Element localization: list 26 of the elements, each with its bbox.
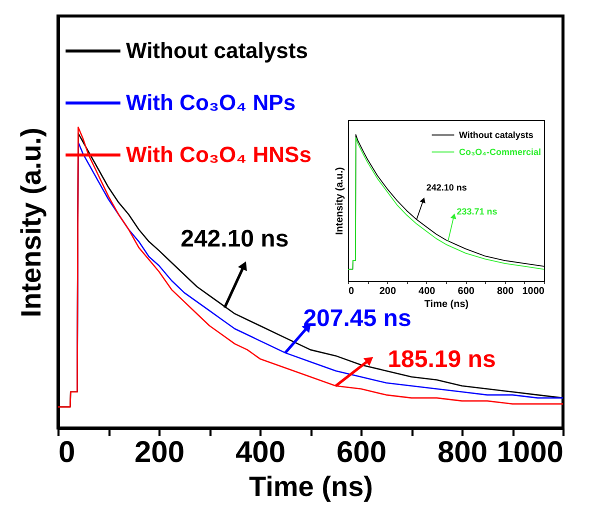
y-axis-title: Intensity (a.u.) [334,167,346,235]
x-tick-label: 1000 [522,286,545,297]
legend-label: With Co₃O₄ HNSs [126,142,312,167]
x-tick-label: 800 [437,436,488,469]
x-tick-label: 200 [379,286,396,297]
x-tick-label: 600 [458,286,475,297]
x-tick-label: 1000 [496,436,564,469]
annotation: 185.19 ns [388,346,496,373]
annotation: 242.10 ns [426,182,467,193]
x-tick-label: 0 [348,286,354,297]
x-tick-label: 400 [235,436,286,469]
legend-label: Without catalysts [126,38,308,63]
annotation: 207.45 ns [303,304,412,332]
x-tick-label: 200 [134,436,185,469]
annotation: 242.10 ns [180,226,289,253]
x-axis-title: Time (ns) [424,299,469,310]
annotation: 233.71 ns [456,206,498,216]
legend-label: Without catalysts [459,130,534,140]
y-axis-title: Intensity (a.u.) [16,128,46,318]
legend-label: Co₃O₄-Commercial [459,147,541,157]
x-tick-label: 400 [418,286,436,297]
x-tick-label: 0 [58,436,76,469]
x-axis-title: Time (ns) [249,471,373,502]
x-tick-label: 600 [336,436,387,469]
legend-label: With Co₃O₄ NPs [126,90,296,115]
x-tick-label: 800 [496,286,514,297]
